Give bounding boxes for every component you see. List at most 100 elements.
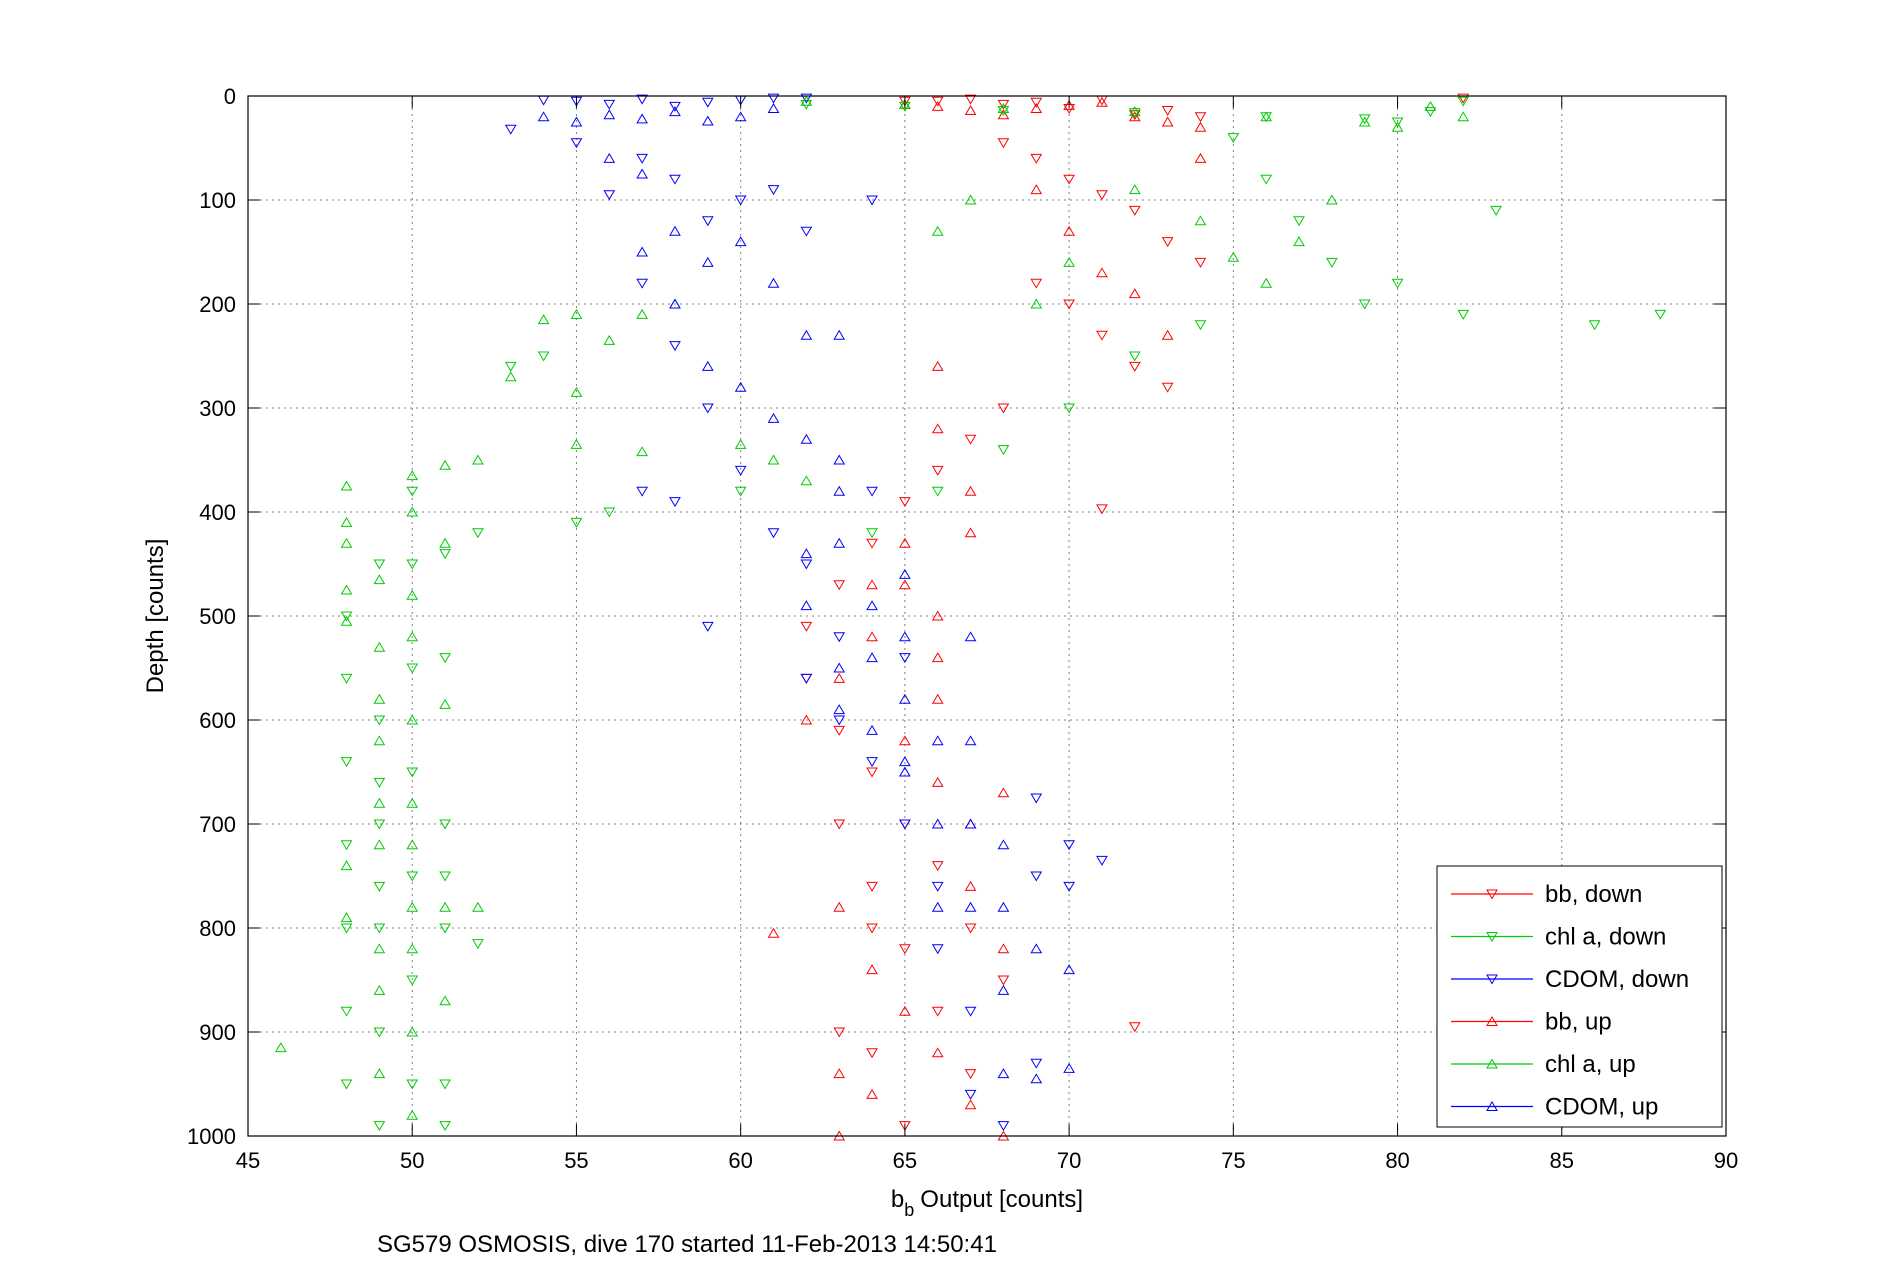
data-point [964,485,977,496]
data-point [636,246,649,257]
data-point [899,693,911,704]
data-point [701,360,714,371]
data-point [570,138,583,149]
y-tick-label: 800 [199,916,236,941]
data-point [899,98,911,109]
data-point [406,767,419,778]
data-point [833,725,846,736]
data-point [800,475,813,486]
data-point [964,194,977,205]
data-point [833,704,846,715]
data-point [997,1068,1010,1079]
data-point [833,537,846,548]
data-point [570,308,583,319]
data-point [1128,106,1141,117]
data-point [373,1027,386,1038]
data-point [701,97,714,108]
data-point [1161,382,1174,393]
data-point [636,446,649,457]
data-point [340,840,353,851]
data-point [439,1079,451,1090]
data-point [340,860,353,871]
data-point [800,548,813,559]
data-point [1030,871,1043,882]
legend-label: bb, up [1545,1009,1612,1036]
data-point [340,611,353,622]
data-point [406,506,419,517]
data-point [1063,299,1075,310]
data-point [1063,403,1075,414]
data-point [504,124,517,135]
data-point [1128,288,1141,299]
axis-ticks: 45 50 55 60 65 70 75 80 85 9001002003004005006007… [187,84,1738,1173]
data-point [931,423,944,434]
data-point [866,923,878,934]
data-point [1128,108,1141,119]
data-point [1096,330,1108,341]
data-point [1325,257,1338,268]
data-point [800,600,813,611]
x-tick-label: 90 [1714,1148,1738,1173]
caption: SG579 OSMOSIS, dive 170 started 11-Feb-2… [377,1231,997,1258]
data-point [504,361,517,372]
data-point [669,497,681,508]
data-point [1096,855,1108,866]
data-point [931,881,944,892]
data-point [1030,298,1043,309]
data-point [373,641,386,652]
data-point [931,901,944,912]
data-point [1161,106,1174,117]
data-point [439,549,451,560]
data-point [1391,121,1404,132]
data-point [800,99,813,110]
data-point [1424,107,1437,118]
data-point [340,673,353,684]
data-point [1128,111,1141,122]
data-point [1030,1058,1043,1069]
data-point [472,528,484,539]
data-point [767,528,780,539]
data-point [833,1068,846,1079]
data-point [767,412,780,423]
data-point [899,1005,911,1016]
data-point [964,901,977,912]
data-point [373,574,386,585]
data-point [1128,205,1141,216]
data-point [1293,216,1305,227]
data-point [997,984,1010,995]
data-point [1457,96,1470,107]
data-point [1030,97,1043,108]
data-point [734,381,747,392]
y-tick-label: 500 [199,604,236,629]
data-point [899,653,911,664]
data-point [767,454,780,465]
data-point [570,116,583,127]
data-point [636,278,649,289]
data-point [1063,174,1075,185]
data-point [833,662,846,673]
data-point [570,386,583,397]
data-point [636,113,649,124]
data-point [931,818,944,829]
data-point [833,819,846,830]
data-point [406,589,419,600]
data-point [866,486,878,497]
data-point [340,912,353,923]
data-point [964,818,977,829]
data-point [899,756,911,767]
data-point [701,216,714,227]
data-point [636,153,649,164]
data-point [997,975,1010,986]
data-point [373,923,386,934]
data-point [406,943,419,954]
data-point [406,1026,419,1037]
data-point [669,106,681,117]
data-point [439,923,451,934]
data-point [1128,1022,1141,1033]
data-point [636,486,649,497]
data-point [406,714,419,725]
data-point [406,1079,419,1090]
data-point [1063,99,1075,110]
data-point [406,797,419,808]
data-point [833,454,846,465]
